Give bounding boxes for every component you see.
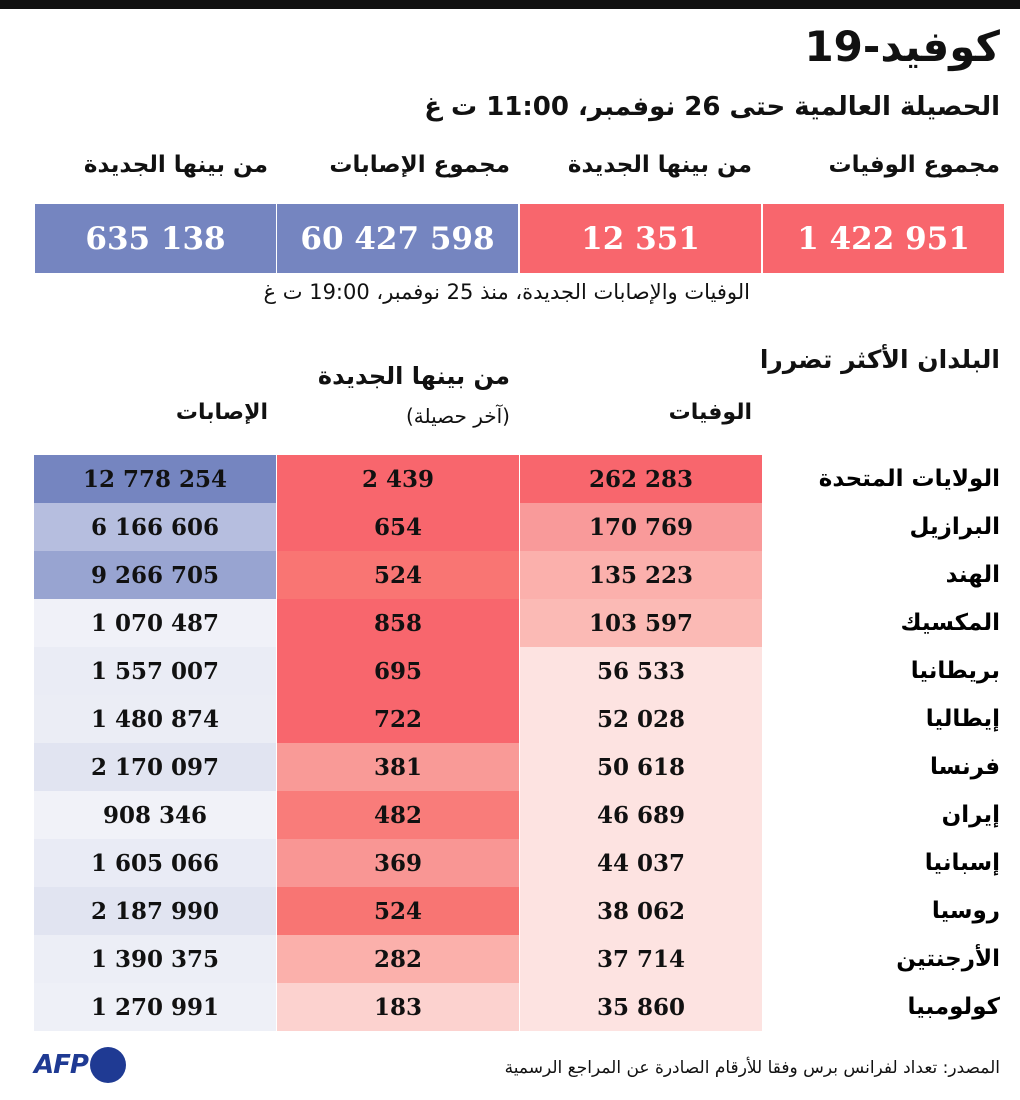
country-label: كولومبيا: [907, 994, 1000, 1020]
column-subheader-new-deaths: (آخر حصيلة): [405, 404, 510, 428]
section-title: البلدان الأكثر تضررا: [759, 345, 1000, 374]
cell-new: 695: [277, 647, 519, 695]
kpi-label-new-deaths: من بينها الجديدة: [567, 152, 752, 178]
cell-new: 2 439: [277, 455, 519, 503]
column-header-cases: الإصابات: [175, 400, 268, 425]
cell-new: 524: [277, 887, 519, 935]
cell-cases: 9 266 705: [34, 551, 276, 599]
cell-cases: 2 187 990: [34, 887, 276, 935]
afp-logo: AFP: [34, 1047, 126, 1083]
kpi-label-new-cases: من بينها الجديدة: [83, 152, 268, 178]
cell-new: 282: [277, 935, 519, 983]
country-label: الهند: [945, 562, 1000, 588]
country-label: الأرجنتين: [896, 946, 1000, 972]
top-bar: [0, 0, 1020, 9]
kpi-label-total-deaths: مجموع الوفيات: [828, 152, 1000, 178]
cell-deaths: 46 689: [520, 791, 762, 839]
cell-cases: 1 070 487: [34, 599, 276, 647]
cell-deaths: 56 533: [520, 647, 762, 695]
page-title: كوفيد-19: [804, 22, 1000, 71]
cell-cases: 6 166 606: [34, 503, 276, 551]
cell-new: 524: [277, 551, 519, 599]
cell-deaths: 35 860: [520, 983, 762, 1031]
cell-new: 722: [277, 695, 519, 743]
cell-deaths: 37 714: [520, 935, 762, 983]
kpi-label-total-cases: مجموع الإصابات: [329, 152, 510, 178]
cell-deaths: 170 769: [520, 503, 762, 551]
country-label: الولايات المتحدة: [818, 466, 1000, 492]
cell-cases: 1 270 991: [34, 983, 276, 1031]
cell-new: 381: [277, 743, 519, 791]
column-header-deaths: الوفيات: [668, 400, 752, 425]
cell-deaths: 38 062: [520, 887, 762, 935]
cell-cases: 1 605 066: [34, 839, 276, 887]
note: الوفيات والإصابات الجديدة، منذ 25 نوفمبر…: [263, 280, 750, 304]
cell-deaths: 52 028: [520, 695, 762, 743]
cell-deaths: 135 223: [520, 551, 762, 599]
kpi-total-deaths: 1 422 951: [763, 204, 1004, 273]
cell-cases: 12 778 254: [34, 455, 276, 503]
cell-cases: 908 346: [34, 791, 276, 839]
cell-new: 482: [277, 791, 519, 839]
cell-new: 183: [277, 983, 519, 1031]
country-label: فرنسا: [929, 754, 1000, 780]
cell-new: 654: [277, 503, 519, 551]
country-label: البرازيل: [909, 514, 1000, 540]
cell-deaths: 50 618: [520, 743, 762, 791]
country-label: إيران: [941, 802, 1000, 828]
kpi-new-deaths: 12 351: [520, 204, 761, 273]
source-note: المصدر: تعداد لفرانس برس وفقا للأرقام ال…: [504, 1058, 1000, 1078]
kpi-total-cases: 60 427 598: [277, 204, 518, 273]
country-label: بريطانيا: [910, 658, 1000, 684]
country-label: المكسيك: [900, 610, 1000, 636]
column-header-new-deaths: من بينها الجديدة: [317, 362, 510, 390]
subtitle: الحصيلة العالمية حتى 26 نوفمبر، 11:00 ت …: [424, 92, 1000, 122]
cell-new: 369: [277, 839, 519, 887]
cell-deaths: 103 597: [520, 599, 762, 647]
country-label: إسبانيا: [924, 850, 1000, 876]
cell-deaths: 44 037: [520, 839, 762, 887]
cell-new: 858: [277, 599, 519, 647]
cell-cases: 1 390 375: [34, 935, 276, 983]
country-label: روسيا: [931, 898, 1000, 924]
kpi-new-cases: 635 138: [35, 204, 276, 273]
cell-deaths: 262 283: [520, 455, 762, 503]
cell-cases: 1 480 874: [34, 695, 276, 743]
cell-cases: 2 170 097: [34, 743, 276, 791]
cell-cases: 1 557 007: [34, 647, 276, 695]
country-label: إيطاليا: [925, 706, 1000, 732]
